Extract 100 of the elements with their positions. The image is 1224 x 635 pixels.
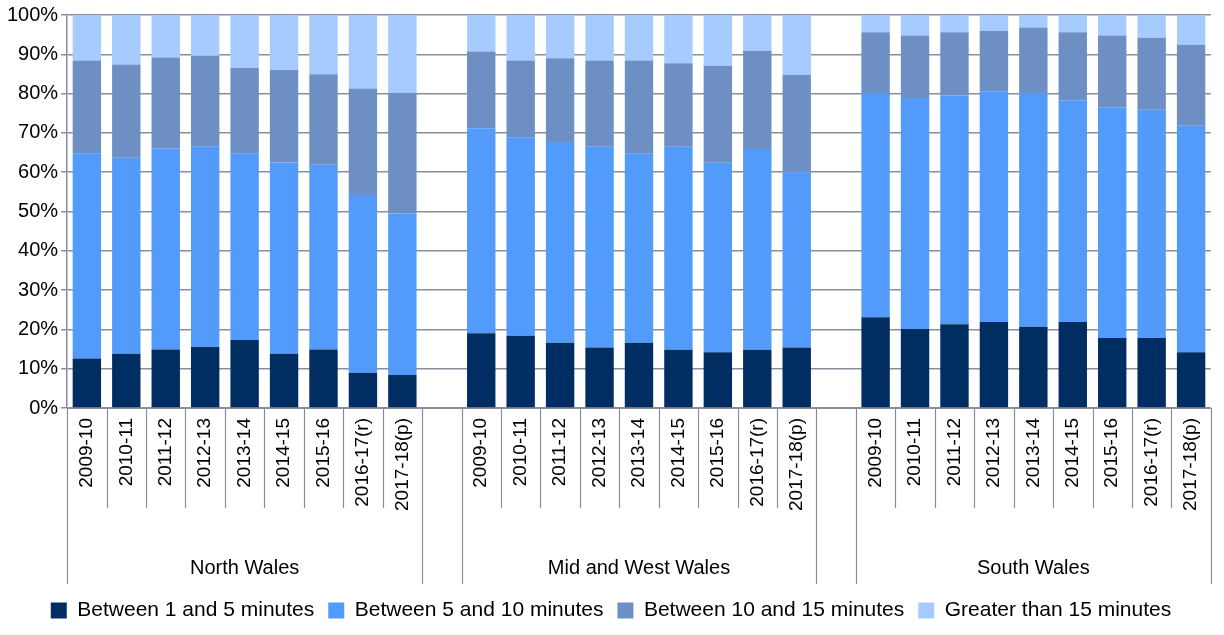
bar: [1058, 321, 1087, 408]
bar: [940, 15, 969, 33]
bar: [585, 15, 614, 61]
bar: [900, 15, 930, 36]
bar: [72, 153, 102, 359]
bar: [190, 146, 220, 348]
y-tick-label: 90%: [18, 41, 59, 64]
bar: [703, 162, 733, 353]
bar: [72, 15, 102, 61]
bar: [112, 15, 141, 65]
bar: [900, 35, 930, 98]
bar: [269, 15, 299, 71]
bar: [1137, 15, 1166, 38]
legend-label: Between 1 and 5 minutes: [77, 597, 315, 621]
bar: [112, 353, 141, 408]
bar: [269, 70, 299, 163]
x-tick-label: 2017-18(p): [1179, 418, 1201, 511]
x-tick-label: 2010-11: [903, 418, 925, 487]
x-tick-label: 2017-18(p): [390, 418, 412, 511]
bar: [309, 349, 338, 408]
bar: [743, 349, 772, 408]
bar: [151, 15, 180, 58]
x-tick-label: 2012-13: [982, 418, 1004, 488]
x-tick-label: 2016-17(r): [351, 418, 373, 507]
bar: [585, 347, 614, 408]
legend-label: Between 10 and 15 minutes: [643, 597, 905, 621]
bar: [1176, 125, 1206, 353]
bar: [506, 335, 535, 408]
bar: [782, 74, 811, 173]
bar: [506, 15, 535, 61]
bar: [1058, 15, 1087, 33]
bar: [348, 88, 378, 195]
bar: [190, 55, 220, 147]
bar: [1019, 326, 1048, 408]
bar: [388, 15, 417, 93]
bar: [467, 51, 496, 129]
x-tick-label: 2009-10: [75, 418, 97, 488]
bar: [861, 15, 890, 33]
bar: [861, 32, 890, 94]
bar: [624, 342, 654, 408]
bar: [940, 324, 969, 408]
bar: [782, 172, 811, 348]
y-tick-label: 70%: [18, 120, 59, 143]
bar: [1019, 15, 1048, 28]
legend-label: Between 5 and 10 minutes: [354, 597, 604, 621]
bar: [545, 15, 575, 59]
y-tick-label: 80%: [18, 81, 59, 104]
bar: [269, 353, 299, 408]
bar: [230, 340, 259, 408]
x-tick-label: 2015-16: [1100, 418, 1122, 488]
bar: [664, 63, 693, 147]
bar: [348, 15, 378, 89]
bar: [743, 149, 772, 350]
x-tick-label: 2009-10: [469, 418, 491, 488]
x-tick-label: 2016-17(r): [1139, 418, 1161, 507]
bar: [1176, 44, 1206, 126]
bar: [1019, 27, 1048, 94]
bar: [1098, 35, 1127, 108]
bar: [861, 317, 890, 408]
bar: [112, 157, 141, 354]
text: Mid and West Wales: [547, 555, 731, 578]
x-tick-label: 2011-12: [153, 418, 175, 487]
bar: [1098, 338, 1127, 408]
bar: [190, 15, 220, 56]
x-tick-label: 2013-14: [232, 417, 254, 488]
y-tick-label: 0%: [29, 395, 59, 418]
bar: [940, 95, 969, 325]
x-tick-label: 2012-13: [193, 418, 215, 488]
bar: [979, 91, 1009, 322]
x-tick-label: 2013-14: [1021, 417, 1043, 488]
bar: [585, 60, 614, 147]
bar: [1058, 100, 1087, 322]
bar: [1137, 338, 1166, 408]
bar: [309, 15, 338, 75]
bar: [703, 15, 733, 66]
x-tick-label: 2016-17(r): [745, 418, 767, 507]
y-tick-label: 60%: [18, 159, 59, 182]
bar: [979, 321, 1009, 408]
bar: [1137, 37, 1166, 110]
bar: [1176, 15, 1206, 45]
x-tick-label: 2012-13: [587, 418, 609, 488]
bar: [72, 60, 102, 154]
bar: [1098, 107, 1127, 339]
bar: [585, 146, 614, 348]
bar: [506, 60, 535, 138]
y-tick-label: 40%: [18, 238, 59, 261]
bar: [269, 162, 299, 354]
bar: [151, 57, 180, 149]
bar: [664, 15, 693, 64]
bar: [388, 92, 417, 214]
x-tick-label: 2014-15: [666, 418, 688, 488]
bar: [309, 164, 338, 350]
bar: [1058, 32, 1087, 101]
y-tick-label: 100%: [7, 2, 59, 25]
bar: [664, 349, 693, 408]
bar: [348, 194, 378, 373]
bar: [388, 374, 417, 408]
bar: [1019, 93, 1048, 327]
bar: [1098, 15, 1127, 36]
bar: [664, 146, 693, 350]
